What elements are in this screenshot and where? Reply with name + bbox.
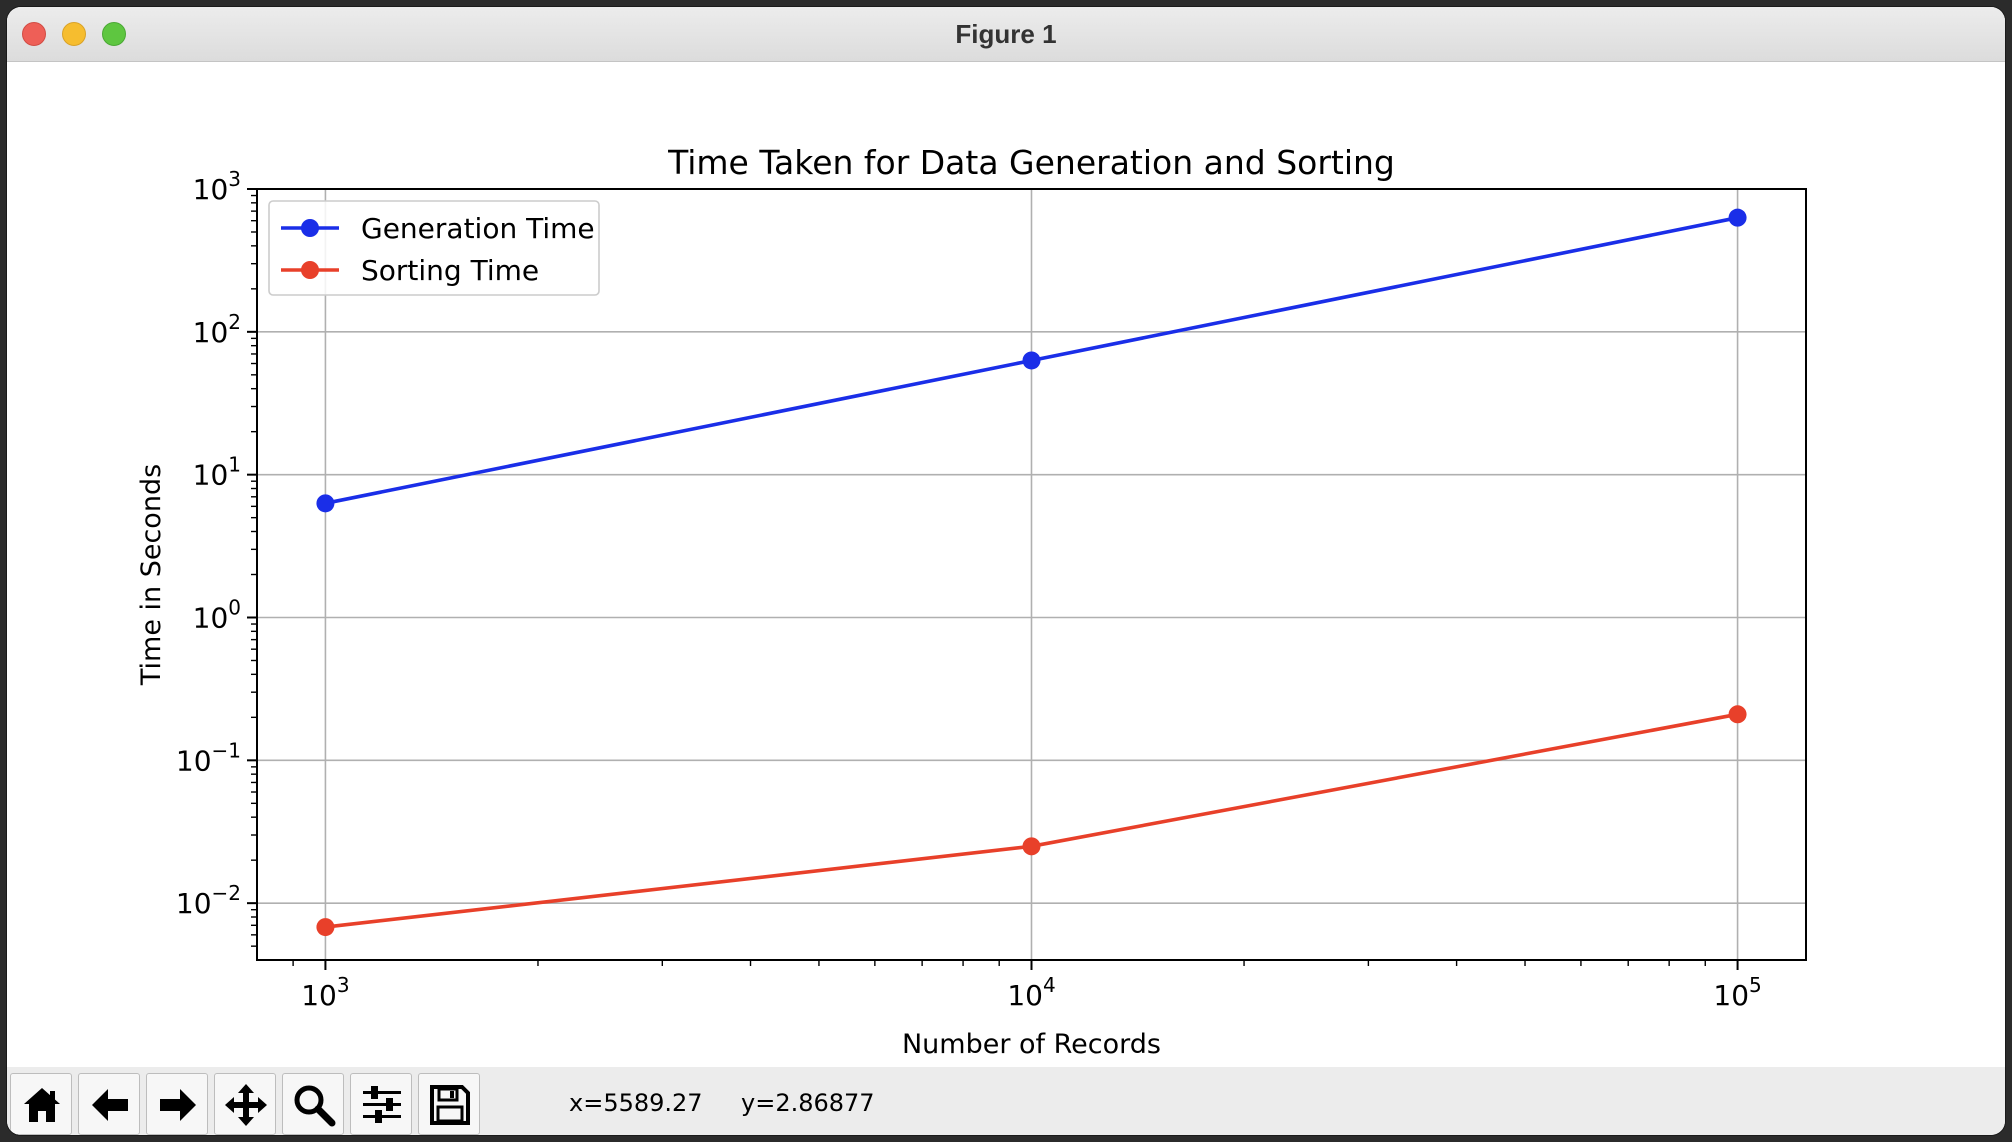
y-tick-label: 10−2 [176, 881, 241, 920]
title-bar[interactable]: Figure 1 [7, 7, 2005, 62]
legend-entry: Sorting Time [361, 254, 539, 287]
save-button[interactable] [418, 1073, 480, 1135]
arrow-left-icon [92, 1089, 128, 1121]
y-coordinate-readout: y=2.86877 [741, 1089, 875, 1117]
home-icon [24, 1088, 60, 1122]
move-icon [225, 1084, 267, 1126]
chart-title: Time Taken for Data Generation and Sorti… [667, 143, 1395, 182]
minimize-window-button[interactable] [62, 22, 86, 46]
pan-button[interactable] [214, 1073, 276, 1135]
floppy-disk-icon [430, 1085, 470, 1125]
configure-subplots-button[interactable] [350, 1073, 412, 1135]
x-axis-label: Number of Records [902, 1029, 1161, 1060]
arrow-right-icon [160, 1089, 196, 1121]
zoom-button[interactable] [282, 1073, 344, 1135]
window-title: Figure 1 [955, 19, 1057, 49]
x-axis-ticks: 103 104 105 [292, 960, 1762, 1012]
figure-canvas[interactable]: 103 104 105 10−2 10−1 100 101 102 103 Time Take… [7, 62, 2005, 1067]
x-coordinate-readout: x=5589.27 [569, 1089, 703, 1117]
maximize-window-button[interactable] [102, 22, 126, 46]
x-tick-label: 103 [301, 973, 349, 1012]
y-axis-ticks: 10−2 10−1 100 101 102 103 [176, 167, 257, 947]
y-tick-label: 103 [193, 167, 241, 206]
navigation-toolbar [7, 1067, 2005, 1135]
x-tick-label: 105 [1713, 973, 1761, 1012]
data-point [1728, 705, 1747, 724]
home-button[interactable] [10, 1073, 72, 1135]
y-tick-label: 102 [193, 310, 241, 349]
legend-marker [301, 219, 319, 237]
y-tick-label: 10−1 [176, 738, 241, 777]
data-point [316, 494, 335, 513]
y-axis-label: Time in Seconds [136, 464, 167, 686]
forward-button[interactable] [146, 1073, 208, 1135]
figure-window: Figure 1 103 104 105 10−2 10−1 100 101 102 103 … [7, 7, 2005, 1135]
data-point [1728, 208, 1747, 227]
close-window-button[interactable] [22, 22, 46, 46]
x-tick-label: 104 [1007, 973, 1055, 1012]
series-layer [316, 208, 1747, 937]
data-point [1022, 351, 1041, 370]
magnifier-icon [294, 1085, 336, 1127]
y-tick-label: 101 [193, 453, 241, 492]
legend-box [268, 200, 600, 296]
back-button[interactable] [78, 1073, 140, 1135]
sliders-icon [363, 1086, 401, 1123]
legend-entry: Generation Time [361, 212, 595, 245]
data-point [316, 918, 335, 937]
y-tick-label: 100 [193, 595, 241, 634]
line-chart[interactable]: 103 104 105 10−2 10−1 100 101 102 103 Time Take… [7, 62, 2005, 1067]
legend-marker [301, 261, 319, 279]
legend: Generation Time Sorting Time [268, 200, 600, 296]
data-point [1022, 837, 1041, 856]
